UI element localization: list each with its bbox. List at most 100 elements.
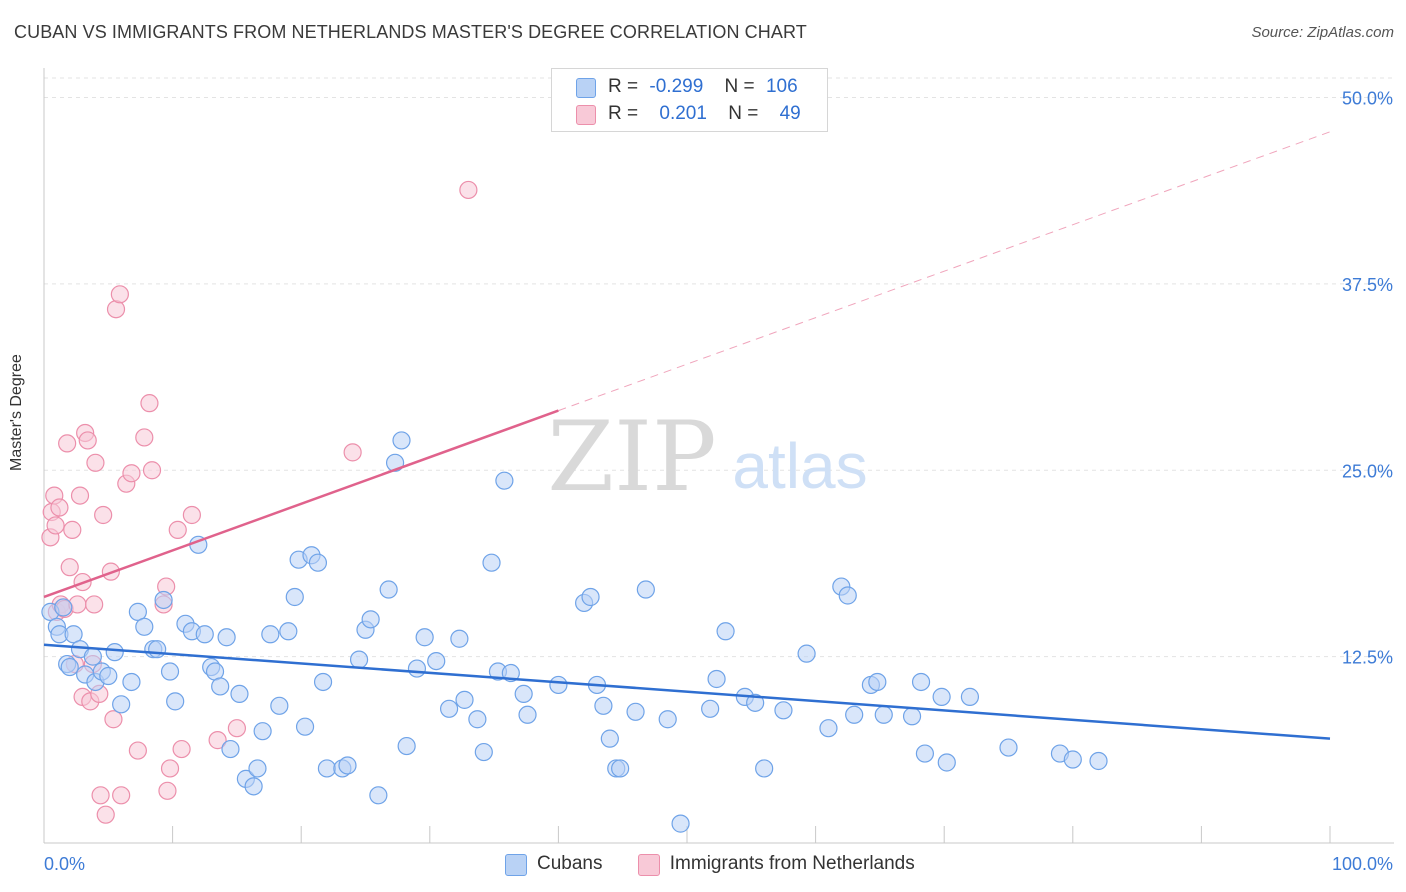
- source-label: Source: ZipAtlas.com: [1251, 24, 1394, 41]
- data-point-netherlands: [112, 786, 131, 805]
- data-point-cubans: [960, 687, 980, 706]
- data-point-netherlands: [135, 428, 154, 447]
- trend-line-netherlands-extension: [558, 131, 1331, 412]
- data-point-cubans: [313, 672, 333, 692]
- data-point-cubans: [474, 742, 493, 762]
- data-point-netherlands: [182, 505, 201, 525]
- data-point-netherlands: [85, 595, 104, 614]
- data-point-cubans: [415, 628, 434, 647]
- data-point-netherlands: [78, 431, 97, 450]
- data-point-cubans: [105, 643, 124, 662]
- legend-n-label: N =: [724, 76, 755, 97]
- data-point-cubans: [838, 586, 857, 605]
- data-point-cubans: [874, 705, 893, 724]
- data-point-cubans: [361, 610, 380, 629]
- data-point-cubans: [369, 786, 388, 805]
- data-point-cubans: [270, 696, 289, 715]
- data-point-netherlands: [96, 805, 115, 824]
- data-point-cubans: [549, 675, 568, 695]
- data-point-cubans: [774, 701, 793, 720]
- data-point-netherlands: [128, 741, 147, 760]
- legend-swatch-cubans: [576, 78, 596, 98]
- trend-line-netherlands: [43, 409, 559, 599]
- data-point-cubans: [671, 814, 690, 833]
- data-point-cubans: [495, 471, 514, 490]
- x-tick-label: 0.0%: [44, 854, 85, 874]
- data-point-cubans: [338, 756, 357, 775]
- data-point-cubans: [902, 707, 922, 726]
- legend-n-value: 106: [765, 76, 798, 97]
- data-point-netherlands: [94, 505, 113, 525]
- data-point-cubans: [482, 553, 501, 572]
- data-point-cubans: [397, 736, 416, 756]
- watermark-zip: ZIP: [547, 401, 716, 513]
- legend-r-value: -0.299: [649, 76, 704, 97]
- data-point-cubans: [439, 699, 459, 718]
- data-point-netherlands: [172, 739, 191, 759]
- data-point-netherlands: [208, 731, 227, 750]
- series-cubans: [41, 431, 1108, 833]
- data-point-netherlands: [60, 558, 79, 577]
- chart-title: CUBAN VS IMMIGRANTS FROM NETHERLANDS MAS…: [14, 22, 807, 42]
- data-point-cubans: [221, 739, 240, 759]
- data-point-cubans: [248, 759, 267, 778]
- y-tick-label: 50.0%: [1342, 89, 1393, 109]
- watermark-atlas: atlas: [732, 430, 867, 502]
- data-point-cubans: [999, 738, 1018, 757]
- data-point-netherlands: [160, 759, 180, 778]
- y-tick-label: 12.5%: [1342, 648, 1393, 668]
- x-tick-label: 100.0%: [1332, 854, 1393, 874]
- legend-n-value: 49: [779, 103, 801, 124]
- data-point-netherlands: [158, 781, 177, 800]
- data-point-cubans: [112, 695, 131, 714]
- data-point-netherlands: [91, 786, 110, 805]
- data-point-cubans: [707, 669, 726, 689]
- data-point-cubans: [253, 722, 272, 741]
- data-point-cubans: [317, 759, 337, 778]
- stats-legend: R = -0.299 N = 106 R = 0.201 N = 49: [551, 68, 828, 132]
- data-point-cubans: [911, 672, 931, 692]
- data-point-cubans: [797, 644, 816, 663]
- data-point-netherlands: [459, 180, 478, 200]
- data-point-cubans: [279, 622, 298, 641]
- data-point-cubans: [122, 672, 141, 692]
- axes: [43, 68, 1394, 844]
- trend-line-cubans: [43, 643, 1331, 740]
- data-point-netherlands: [46, 516, 65, 535]
- data-point-cubans: [658, 710, 677, 729]
- data-point-cubans: [518, 705, 537, 724]
- data-point-cubans: [468, 710, 487, 729]
- data-point-netherlands: [110, 285, 129, 304]
- data-point-cubans: [379, 580, 398, 599]
- data-point-cubans: [195, 625, 214, 644]
- data-point-cubans: [915, 744, 935, 763]
- data-point-netherlands: [106, 300, 126, 319]
- data-point-cubans: [99, 666, 118, 686]
- data-point-cubans: [514, 684, 533, 704]
- data-point-cubans: [308, 553, 328, 572]
- data-point-cubans: [217, 628, 236, 647]
- data-point-netherlands: [122, 464, 141, 483]
- data-point-cubans: [611, 759, 630, 778]
- data-point-cubans: [230, 684, 249, 704]
- trend-lines: [43, 131, 1331, 740]
- data-point-cubans: [932, 687, 951, 706]
- legend-label-cubans: Cubans: [537, 853, 603, 874]
- y-tick-label: 25.0%: [1342, 461, 1393, 481]
- legend-item-cubans: Cubans: [505, 852, 603, 876]
- data-point-netherlands: [70, 486, 90, 505]
- data-point-cubans: [845, 705, 864, 724]
- data-point-netherlands: [343, 443, 362, 462]
- series-legend: Cubans Immigrants from Netherlands: [505, 852, 945, 876]
- data-point-netherlands: [104, 710, 123, 729]
- data-point-netherlands: [140, 394, 159, 413]
- data-point-cubans: [716, 622, 735, 641]
- data-point-netherlands: [50, 498, 69, 517]
- y-tick-label: 37.5%: [1342, 275, 1393, 295]
- tick-labels: 12.5% 25.0% 37.5% 50.0% 0.0% 100.0%: [44, 89, 1393, 875]
- legend-swatch-netherlands: [637, 854, 660, 876]
- legend-r-label: R =: [608, 76, 639, 97]
- data-point-cubans: [581, 587, 600, 607]
- data-point-cubans: [407, 659, 427, 678]
